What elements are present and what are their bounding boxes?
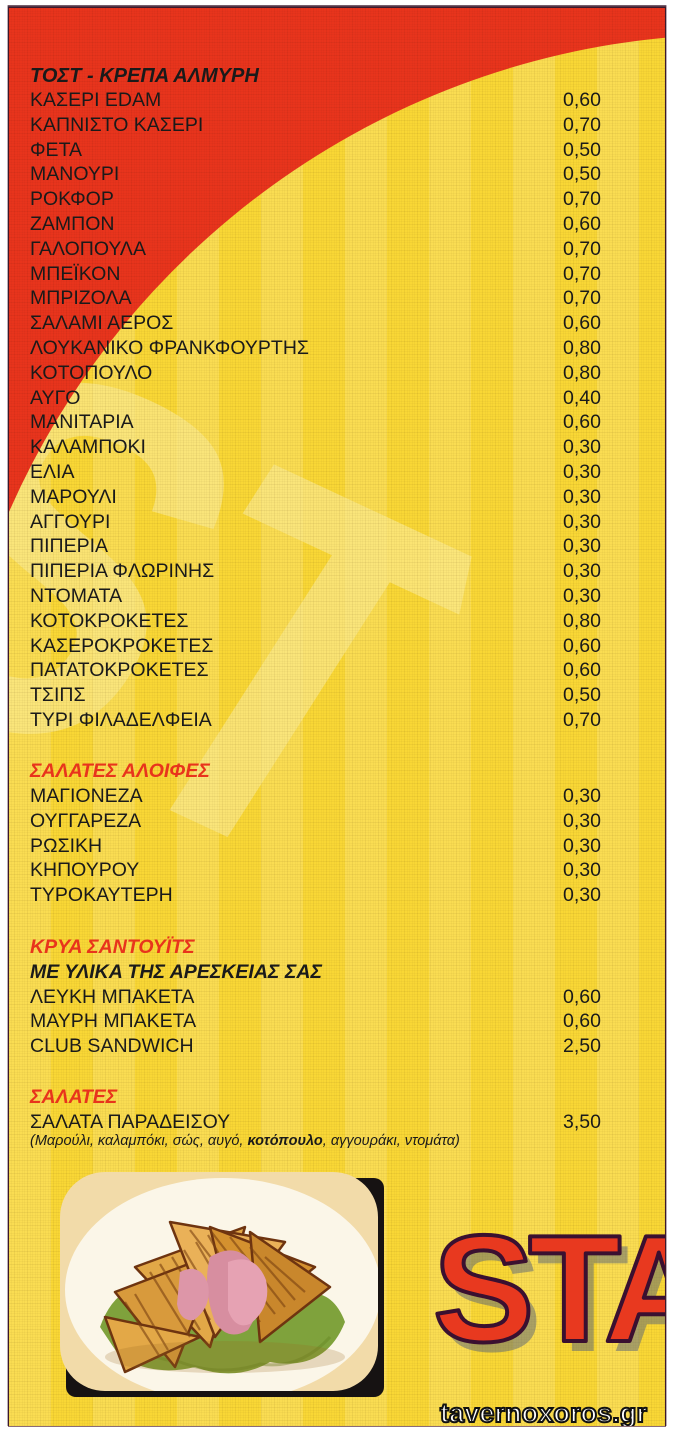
- svg-text:STA: STA: [433, 1223, 665, 1374]
